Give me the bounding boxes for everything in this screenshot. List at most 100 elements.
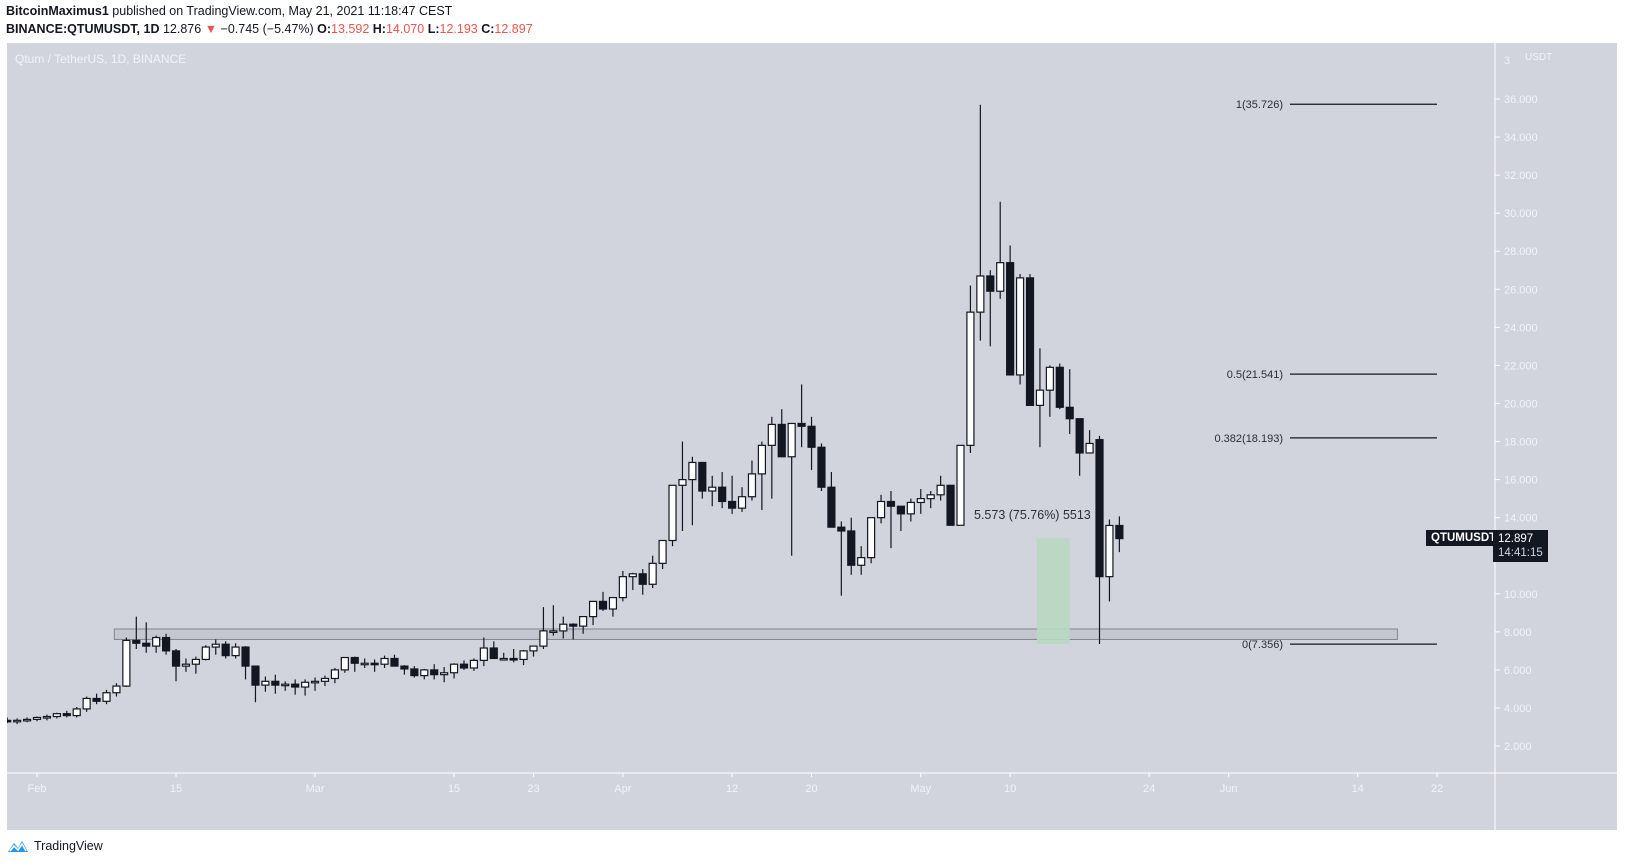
candle — [598, 591, 608, 611]
published-text: published on TradingView.com, May 21, 20… — [108, 4, 453, 18]
candle — [807, 416, 816, 471]
time-tick-label: 22 — [1431, 783, 1443, 795]
candle — [956, 444, 965, 526]
time-tick-label: 14 — [1352, 783, 1364, 795]
candle — [102, 689, 111, 705]
close-value: 12.897 — [494, 22, 533, 36]
time-tick-label: 15 — [170, 783, 182, 795]
candle — [410, 666, 419, 678]
price-tick-label: 18.000 — [1504, 437, 1538, 449]
candle — [698, 461, 707, 499]
candle — [122, 637, 131, 688]
candle — [827, 471, 836, 528]
last-price: 12.876 — [162, 22, 202, 36]
candle — [847, 517, 856, 575]
fib-level-label: 0.5(21.541) — [1227, 369, 1283, 381]
candle — [142, 622, 151, 653]
candle — [529, 645, 538, 657]
candle — [281, 681, 290, 691]
candle — [787, 422, 796, 556]
time-tick-label: 20 — [805, 783, 817, 795]
bar-countdown: 14:41:15 — [1498, 546, 1543, 559]
candle — [191, 656, 200, 674]
chart-area[interactable]: 36.000 34.000 32.000 30.000 28.000 26.000 24.0… — [7, 43, 1617, 830]
candle — [171, 648, 181, 682]
candle — [1105, 519, 1114, 602]
candle — [1006, 245, 1015, 376]
candle — [837, 521, 846, 596]
fib-level-label: 0.382(18.193) — [1215, 433, 1284, 445]
candle — [688, 456, 697, 526]
tradingview-brand: TradingView — [34, 839, 103, 853]
candle — [301, 679, 310, 696]
candle — [1065, 369, 1074, 434]
down-arrow-icon: ▼ — [204, 22, 218, 36]
candle — [1055, 363, 1064, 410]
price-tick-label: 30.000 — [1504, 208, 1538, 220]
candle — [430, 664, 439, 680]
candle — [986, 270, 995, 347]
close-label: C: — [481, 22, 495, 36]
candle — [976, 104, 985, 341]
candle — [519, 649, 528, 666]
tradingview-logo[interactable]: TradingView — [6, 838, 103, 854]
time-tick-label: May — [910, 783, 931, 795]
fib-level-label: 1(35.726) — [1236, 99, 1283, 111]
candle — [638, 569, 647, 595]
last-price-tag: 12.897 14:41:15 — [1493, 529, 1548, 562]
candle — [1015, 274, 1025, 385]
candle — [718, 471, 727, 509]
candle — [618, 570, 627, 602]
candle — [291, 679, 300, 695]
candle — [62, 710, 71, 718]
candle — [926, 491, 935, 509]
candle — [509, 648, 518, 663]
candle — [1095, 435, 1104, 645]
candle — [946, 484, 955, 526]
candle — [92, 693, 101, 705]
candlestick-chart[interactable]: 36.00034.00032.00030.00028.00026.00024.0… — [7, 43, 1617, 830]
measure-label: 5.573 (75.76%) 5513 — [974, 508, 1091, 522]
time-tick-label: 24 — [1143, 783, 1155, 795]
candle — [52, 712, 61, 719]
candle — [469, 658, 479, 671]
time-tick-label: Apr — [614, 783, 631, 795]
price-tick-label: 36.000 — [1504, 94, 1538, 106]
price-tick-label: 16.000 — [1504, 475, 1538, 487]
candle — [658, 539, 667, 570]
candle — [400, 665, 409, 675]
candle — [370, 659, 379, 672]
candle — [320, 675, 330, 687]
candle — [241, 646, 250, 680]
time-tick-label: 15 — [448, 783, 460, 795]
candle — [459, 660, 469, 670]
price-unit-label: USDT — [1525, 52, 1552, 63]
last-price-value: 12.897 — [1498, 532, 1534, 545]
candle — [708, 475, 717, 507]
price-tick-label: 10.000 — [1504, 589, 1538, 601]
candle — [608, 596, 618, 617]
candle — [559, 616, 568, 639]
candle — [340, 656, 349, 673]
candle — [350, 656, 359, 672]
candle — [489, 641, 498, 660]
candle — [747, 460, 757, 501]
candle — [668, 484, 677, 547]
candle — [757, 441, 766, 511]
price-tick-label: 28.000 — [1504, 246, 1538, 258]
candle — [251, 665, 260, 703]
candle — [72, 707, 81, 718]
candle — [7, 717, 12, 724]
candle — [678, 441, 687, 531]
symbol-line: BINANCE:QTUMUSDT, 1D — [6, 22, 160, 36]
time-tick-label: Mar — [306, 783, 325, 795]
candle — [579, 616, 588, 634]
fib-level-label: 0(7.356) — [1242, 639, 1283, 651]
candle — [857, 546, 866, 575]
candle — [152, 635, 161, 653]
candle — [22, 717, 32, 723]
tradingview-logo-icon — [8, 841, 28, 852]
open-value: 13.592 — [331, 22, 370, 36]
price-tick-label: 14.000 — [1504, 513, 1538, 525]
candle — [261, 676, 270, 692]
